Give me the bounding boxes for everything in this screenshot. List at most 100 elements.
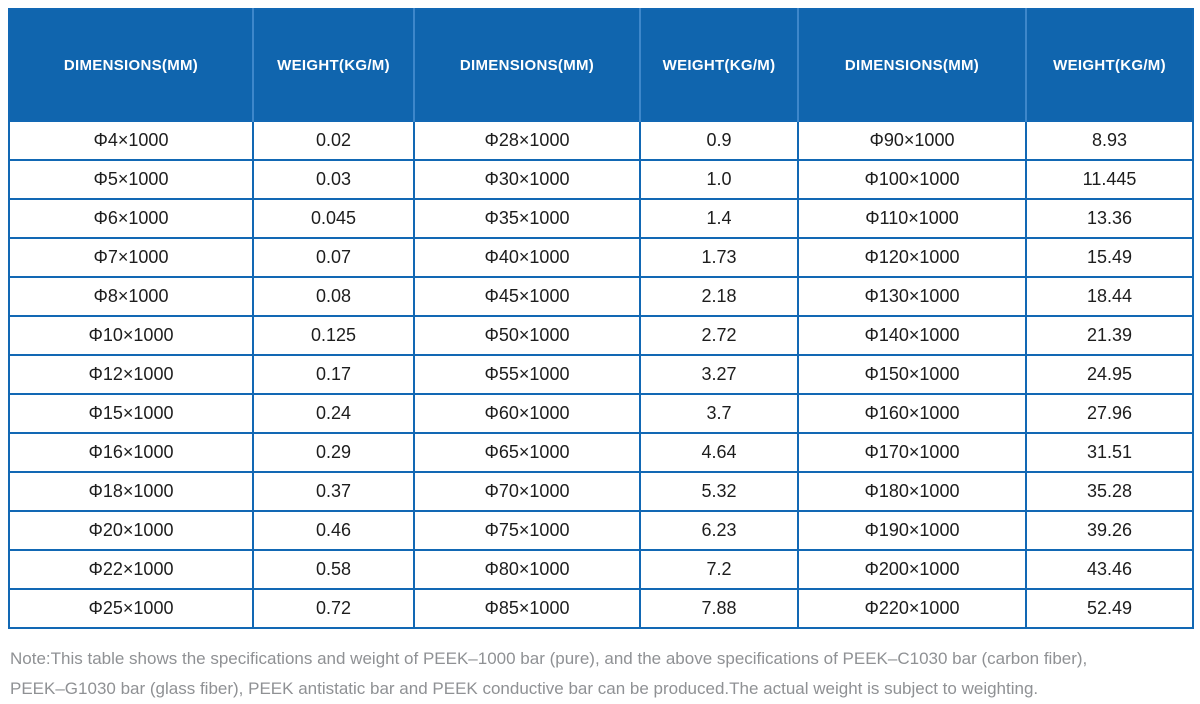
dimension-cell: Φ70×1000: [413, 471, 641, 512]
dimension-cell: Φ5×1000: [8, 159, 254, 200]
weight-cell: 0.58: [252, 549, 415, 590]
dimension-cell: Φ30×1000: [413, 159, 641, 200]
weight-cell: 3.27: [639, 354, 799, 395]
dimension-cell: Φ18×1000: [8, 471, 254, 512]
weight-cell: 2.18: [639, 276, 799, 317]
weight-cell: 0.08: [252, 276, 415, 317]
dimension-cell: Φ120×1000: [797, 237, 1027, 278]
table-row: Φ16×1000 0.29 Φ65×1000 4.64 Φ170×1000 31.51: [8, 432, 1194, 473]
weight-cell: 31.51: [1025, 432, 1194, 473]
dimension-cell: Φ4×1000: [8, 120, 254, 161]
spec-table-body: Φ4×1000 0.02 Φ28×1000 0.9 Φ90×1000 8.93 Φ5×100…: [8, 120, 1194, 629]
table-row: Φ8×1000 0.08 Φ45×1000 2.18 Φ130×1000 18.44: [8, 276, 1194, 317]
weight-cell: 7.2: [639, 549, 799, 590]
table-row: Φ15×1000 0.24 Φ60×1000 3.7 Φ160×1000 27.96: [8, 393, 1194, 434]
dimension-cell: Φ65×1000: [413, 432, 641, 473]
weight-cell: 18.44: [1025, 276, 1194, 317]
weight-cell: 0.17: [252, 354, 415, 395]
dimension-cell: Φ8×1000: [8, 276, 254, 317]
spec-table-container: DIMENSIONS(MM) WEIGHT(KG/M) DIMENSIONS(M…: [8, 8, 1194, 629]
weight-cell: 3.7: [639, 393, 799, 434]
column-header-weight-3: WEIGHT(KG/M): [1025, 9, 1193, 121]
weight-cell: 15.49: [1025, 237, 1194, 278]
weight-cell: 35.28: [1025, 471, 1194, 512]
table-row: Φ20×1000 0.46 Φ75×1000 6.23 Φ190×1000 39.26: [8, 510, 1194, 551]
dimension-cell: Φ75×1000: [413, 510, 641, 551]
dimension-cell: Φ200×1000: [797, 549, 1027, 590]
dimension-cell: Φ6×1000: [8, 198, 254, 239]
weight-cell: 24.95: [1025, 354, 1194, 395]
dimension-cell: Φ180×1000: [797, 471, 1027, 512]
dimension-cell: Φ50×1000: [413, 315, 641, 356]
dimension-cell: Φ35×1000: [413, 198, 641, 239]
header-row: DIMENSIONS(MM) WEIGHT(KG/M) DIMENSIONS(M…: [9, 9, 1193, 121]
weight-cell: 21.39: [1025, 315, 1194, 356]
note: Note:This table shows the specifications…: [10, 644, 1192, 704]
dimension-cell: Φ100×1000: [797, 159, 1027, 200]
table-row: Φ12×1000 0.17 Φ55×1000 3.27 Φ150×1000 24.95: [8, 354, 1194, 395]
dimension-cell: Φ150×1000: [797, 354, 1027, 395]
dimension-cell: Φ160×1000: [797, 393, 1027, 434]
weight-cell: 43.46: [1025, 549, 1194, 590]
weight-cell: 8.93: [1025, 120, 1194, 161]
dimension-cell: Φ60×1000: [413, 393, 641, 434]
weight-cell: 0.125: [252, 315, 415, 356]
weight-cell: 39.26: [1025, 510, 1194, 551]
dimension-cell: Φ80×1000: [413, 549, 641, 590]
weight-cell: 0.24: [252, 393, 415, 434]
weight-cell: 0.29: [252, 432, 415, 473]
weight-cell: 6.23: [639, 510, 799, 551]
table-row: Φ6×1000 0.045 Φ35×1000 1.4 Φ110×1000 13.36: [8, 198, 1194, 239]
dimension-cell: Φ85×1000: [413, 588, 641, 629]
table-row: Φ22×1000 0.58 Φ80×1000 7.2 Φ200×1000 43.46: [8, 549, 1194, 590]
weight-cell: 7.88: [639, 588, 799, 629]
weight-cell: 13.36: [1025, 198, 1194, 239]
dimension-cell: Φ25×1000: [8, 588, 254, 629]
weight-cell: 27.96: [1025, 393, 1194, 434]
column-header-weight-2: WEIGHT(KG/M): [639, 9, 798, 121]
table-row: Φ25×1000 0.72 Φ85×1000 7.88 Φ220×1000 52.49: [8, 588, 1194, 629]
weight-cell: 1.4: [639, 198, 799, 239]
dimension-cell: Φ22×1000: [8, 549, 254, 590]
dimension-cell: Φ90×1000: [797, 120, 1027, 161]
weight-cell: 1.0: [639, 159, 799, 200]
dimension-cell: Φ40×1000: [413, 237, 641, 278]
column-header-dimensions-1: DIMENSIONS(MM): [9, 9, 253, 121]
dimension-cell: Φ28×1000: [413, 120, 641, 161]
weight-cell: 0.02: [252, 120, 415, 161]
weight-cell: 2.72: [639, 315, 799, 356]
weight-cell: 52.49: [1025, 588, 1194, 629]
weight-cell: 0.72: [252, 588, 415, 629]
dimension-cell: Φ7×1000: [8, 237, 254, 278]
weight-cell: 0.045: [252, 198, 415, 239]
weight-cell: 0.07: [252, 237, 415, 278]
table-row: Φ18×1000 0.37 Φ70×1000 5.32 Φ180×1000 35.28: [8, 471, 1194, 512]
table-row: Φ5×1000 0.03 Φ30×1000 1.0 Φ100×1000 11.445: [8, 159, 1194, 200]
note-line: Note:This table shows the specifications…: [10, 649, 1088, 668]
dimension-cell: Φ16×1000: [8, 432, 254, 473]
weight-cell: 0.46: [252, 510, 415, 551]
note-line: PEEK–G1030 bar (glass fiber), PEEK antis…: [10, 679, 1039, 698]
dimension-cell: Φ15×1000: [8, 393, 254, 434]
weight-cell: 5.32: [639, 471, 799, 512]
dimension-cell: Φ10×1000: [8, 315, 254, 356]
dimension-cell: Φ55×1000: [413, 354, 641, 395]
dimension-cell: Φ170×1000: [797, 432, 1027, 473]
dimension-cell: Φ20×1000: [8, 510, 254, 551]
dimension-cell: Φ220×1000: [797, 588, 1027, 629]
weight-cell: 1.73: [639, 237, 799, 278]
dimension-cell: Φ140×1000: [797, 315, 1027, 356]
weight-cell: 11.445: [1025, 159, 1194, 200]
weight-cell: 0.03: [252, 159, 415, 200]
dimension-cell: Φ110×1000: [797, 198, 1027, 239]
column-header-weight-1: WEIGHT(KG/M): [252, 9, 414, 121]
dimension-cell: Φ12×1000: [8, 354, 254, 395]
spec-table: DIMENSIONS(MM) WEIGHT(KG/M) DIMENSIONS(M…: [8, 8, 1194, 629]
column-header-dimensions-3: DIMENSIONS(MM): [797, 9, 1026, 121]
table-row: Φ4×1000 0.02 Φ28×1000 0.9 Φ90×1000 8.93: [8, 120, 1194, 161]
column-header-dimensions-2: DIMENSIONS(MM): [413, 9, 640, 121]
dimension-cell: Φ45×1000: [413, 276, 641, 317]
weight-cell: 0.9: [639, 120, 799, 161]
spec-table-header: DIMENSIONS(MM) WEIGHT(KG/M) DIMENSIONS(M…: [9, 9, 1193, 121]
